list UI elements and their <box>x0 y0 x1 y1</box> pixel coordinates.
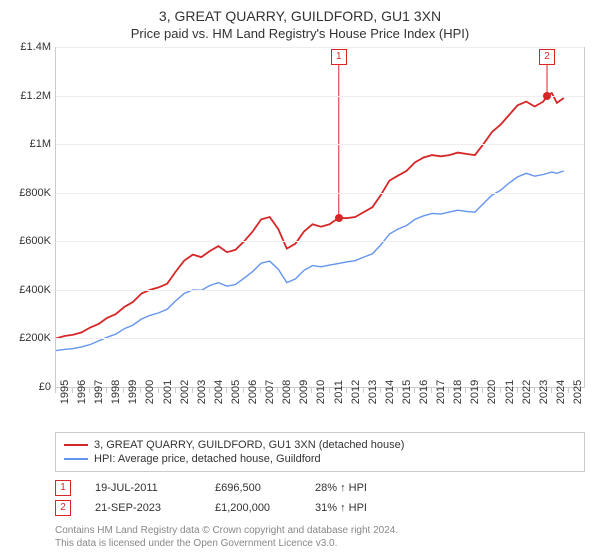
x-tick-label: 2008 <box>281 380 293 404</box>
legend-swatch <box>64 444 88 446</box>
y-tick-label: £1.2M <box>6 90 51 102</box>
x-tick-label: 2001 <box>162 380 174 404</box>
series-line <box>56 93 564 338</box>
x-tick-label: 2021 <box>504 380 516 404</box>
x-tick-label: 2014 <box>384 380 396 404</box>
footer-line: This data is licensed under the Open Gov… <box>55 537 585 550</box>
x-tick-label: 1998 <box>110 380 122 404</box>
y-tick-label: £1M <box>6 138 51 150</box>
legend-text: 3, GREAT QUARRY, GUILDFORD, GU1 3XN (det… <box>94 439 404 451</box>
legend-swatch <box>64 458 88 460</box>
sales-row: 1 19-JUL-2011 £696,500 28% ↑ HPI <box>55 478 585 498</box>
x-tick-label: 2023 <box>538 380 550 404</box>
line-plot <box>56 47 586 387</box>
sale-hpi: 31% ↑ HPI <box>315 502 415 514</box>
y-tick-label: £600K <box>6 235 51 247</box>
x-tick-label: 2000 <box>144 380 156 404</box>
x-tick-label: 2025 <box>572 380 584 404</box>
x-tick-label: 2009 <box>298 380 310 404</box>
chart-title: 3, GREAT QUARRY, GUILDFORD, GU1 3XN <box>0 0 600 24</box>
x-tick-label: 2010 <box>315 380 327 404</box>
legend: 3, GREAT QUARRY, GUILDFORD, GU1 3XN (det… <box>55 432 585 472</box>
sale-dot <box>543 92 551 100</box>
x-tick-label: 1996 <box>76 380 88 404</box>
y-tick-label: £200K <box>6 332 51 344</box>
sale-date: 21-SEP-2023 <box>95 502 215 514</box>
x-tick-label: 2017 <box>435 380 447 404</box>
x-tick-label: 2020 <box>486 380 498 404</box>
y-tick-label: £800K <box>6 187 51 199</box>
x-tick-label: 2022 <box>521 380 533 404</box>
sale-price: £696,500 <box>215 482 315 494</box>
x-tick-label: 2011 <box>333 380 345 404</box>
y-tick-label: £400K <box>6 284 51 296</box>
y-tick-label: £0 <box>6 381 51 393</box>
chart-container: 3, GREAT QUARRY, GUILDFORD, GU1 3XN Pric… <box>0 0 600 560</box>
legend-item: HPI: Average price, detached house, Guil… <box>64 452 576 466</box>
sale-dot <box>335 214 343 222</box>
sale-hpi: 28% ↑ HPI <box>315 482 415 494</box>
sale-marker-flag: 1 <box>331 49 347 65</box>
chart-subtitle: Price paid vs. HM Land Registry's House … <box>0 24 600 47</box>
series-line <box>56 171 564 351</box>
sale-date: 19-JUL-2011 <box>95 482 215 494</box>
legend-item: 3, GREAT QUARRY, GUILDFORD, GU1 3XN (det… <box>64 438 576 452</box>
x-tick-label: 2018 <box>452 380 464 404</box>
sales-table: 1 19-JUL-2011 £696,500 28% ↑ HPI 2 21-SE… <box>55 478 585 518</box>
x-axis-labels: 1995199619971998199920002001200220032004… <box>55 388 585 428</box>
sale-price: £1,200,000 <box>215 502 315 514</box>
x-tick-label: 1995 <box>59 380 71 404</box>
x-tick-label: 2012 <box>350 380 362 404</box>
x-tick-label: 2024 <box>555 380 567 404</box>
x-tick-label: 2004 <box>213 380 225 404</box>
footer-attribution: Contains HM Land Registry data © Crown c… <box>55 524 585 550</box>
x-tick-label: 2006 <box>247 380 259 404</box>
plot-area: £0£200K£400K£600K£800K£1M£1.2M£1.4M12 <box>55 47 585 388</box>
x-tick-label: 1997 <box>93 380 105 404</box>
x-tick-label: 2003 <box>196 380 208 404</box>
sale-marker-badge: 2 <box>55 500 71 516</box>
x-tick-label: 2019 <box>469 380 481 404</box>
x-tick-label: 1999 <box>127 380 139 404</box>
sale-marker-flag: 2 <box>539 49 555 65</box>
sales-row: 2 21-SEP-2023 £1,200,000 31% ↑ HPI <box>55 498 585 518</box>
x-tick-label: 2016 <box>418 380 430 404</box>
x-tick-label: 2013 <box>367 380 379 404</box>
footer-line: Contains HM Land Registry data © Crown c… <box>55 524 585 537</box>
legend-text: HPI: Average price, detached house, Guil… <box>94 453 321 465</box>
y-tick-label: £1.4M <box>6 41 51 53</box>
x-tick-label: 2005 <box>230 380 242 404</box>
sale-marker-badge: 1 <box>55 480 71 496</box>
x-tick-label: 2015 <box>401 380 413 404</box>
x-tick-label: 2007 <box>264 380 276 404</box>
x-tick-label: 2002 <box>179 380 191 404</box>
